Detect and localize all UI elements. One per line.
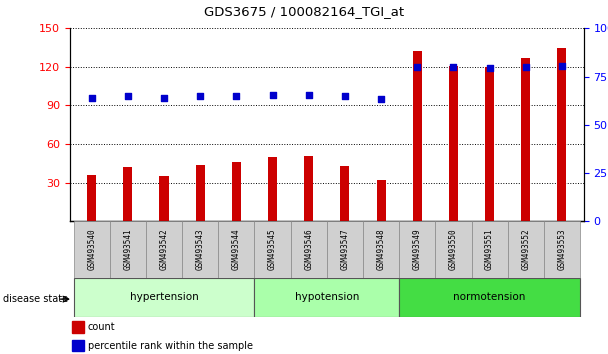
Text: percentile rank within the sample: percentile rank within the sample bbox=[88, 341, 253, 350]
Text: GSM493541: GSM493541 bbox=[123, 229, 133, 270]
FancyBboxPatch shape bbox=[146, 221, 182, 278]
Text: GSM493551: GSM493551 bbox=[485, 229, 494, 270]
Bar bbox=[87, 175, 96, 221]
Text: GSM493544: GSM493544 bbox=[232, 229, 241, 270]
Text: GSM493547: GSM493547 bbox=[340, 229, 350, 270]
Point bbox=[557, 63, 567, 68]
Text: GSM493552: GSM493552 bbox=[521, 229, 530, 270]
FancyBboxPatch shape bbox=[544, 221, 580, 278]
FancyBboxPatch shape bbox=[74, 278, 254, 317]
Point bbox=[304, 92, 314, 98]
Point bbox=[268, 92, 277, 98]
Bar bbox=[304, 156, 313, 221]
Point bbox=[232, 94, 241, 99]
Bar bbox=[485, 67, 494, 221]
Bar bbox=[159, 176, 168, 221]
Point bbox=[376, 96, 386, 102]
FancyBboxPatch shape bbox=[363, 221, 399, 278]
Point bbox=[412, 64, 422, 70]
Text: normotension: normotension bbox=[454, 292, 526, 302]
Bar bbox=[72, 340, 84, 351]
Bar bbox=[449, 65, 458, 221]
Point bbox=[485, 65, 494, 71]
FancyBboxPatch shape bbox=[74, 221, 109, 278]
FancyBboxPatch shape bbox=[182, 221, 218, 278]
Text: GSM493540: GSM493540 bbox=[87, 229, 96, 270]
Bar bbox=[123, 167, 133, 221]
Text: count: count bbox=[88, 322, 116, 332]
Point bbox=[195, 94, 205, 99]
Bar bbox=[268, 157, 277, 221]
Bar bbox=[376, 180, 385, 221]
Bar bbox=[72, 321, 84, 333]
Bar bbox=[558, 47, 567, 221]
FancyBboxPatch shape bbox=[399, 278, 580, 317]
Point bbox=[449, 64, 458, 70]
FancyBboxPatch shape bbox=[399, 221, 435, 278]
Point bbox=[521, 64, 531, 70]
Text: GDS3675 / 100082164_TGI_at: GDS3675 / 100082164_TGI_at bbox=[204, 5, 404, 18]
Text: GSM493545: GSM493545 bbox=[268, 229, 277, 270]
Bar bbox=[521, 58, 530, 221]
Text: GSM493553: GSM493553 bbox=[558, 229, 567, 270]
FancyBboxPatch shape bbox=[254, 278, 399, 317]
Text: GSM493543: GSM493543 bbox=[196, 229, 205, 270]
Bar bbox=[340, 166, 350, 221]
FancyBboxPatch shape bbox=[435, 221, 472, 278]
Point bbox=[159, 95, 169, 101]
Bar bbox=[196, 165, 205, 221]
Bar bbox=[413, 51, 422, 221]
Text: disease state: disease state bbox=[3, 294, 68, 304]
FancyBboxPatch shape bbox=[508, 221, 544, 278]
FancyBboxPatch shape bbox=[291, 221, 327, 278]
FancyBboxPatch shape bbox=[109, 221, 146, 278]
Text: GSM493548: GSM493548 bbox=[376, 229, 385, 270]
Text: hypertension: hypertension bbox=[130, 292, 198, 302]
Point bbox=[340, 94, 350, 99]
FancyBboxPatch shape bbox=[327, 221, 363, 278]
Bar bbox=[232, 162, 241, 221]
FancyBboxPatch shape bbox=[472, 221, 508, 278]
Text: GSM493550: GSM493550 bbox=[449, 229, 458, 270]
FancyBboxPatch shape bbox=[218, 221, 254, 278]
Text: GSM493549: GSM493549 bbox=[413, 229, 422, 270]
Text: hypotension: hypotension bbox=[295, 292, 359, 302]
Point bbox=[87, 95, 97, 101]
Text: GSM493546: GSM493546 bbox=[304, 229, 313, 270]
FancyBboxPatch shape bbox=[254, 221, 291, 278]
Point bbox=[123, 94, 133, 99]
Text: GSM493542: GSM493542 bbox=[159, 229, 168, 270]
